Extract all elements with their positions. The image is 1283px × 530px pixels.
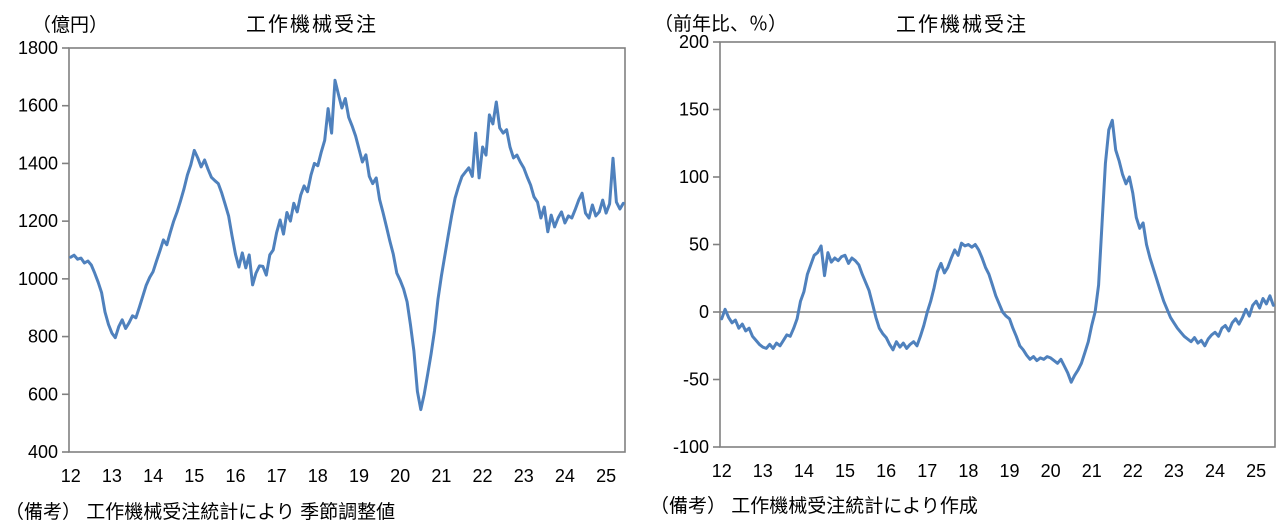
y-tick-label: 1000 xyxy=(18,269,58,289)
y-tick-label: 150 xyxy=(679,100,709,120)
data-line xyxy=(720,118,1275,384)
x-tick-label: 17 xyxy=(917,461,937,481)
x-tick-label: 20 xyxy=(390,466,410,486)
data-line xyxy=(69,78,625,412)
x-tick-label: 16 xyxy=(225,466,245,486)
y-tick-label: 1800 xyxy=(18,38,58,58)
plot-border xyxy=(68,47,626,453)
y-tick-label: 100 xyxy=(679,167,709,187)
right-chart-unit-label: （前年比、％） xyxy=(654,14,788,35)
left-chart-note: （備考） 工作機械受注統計により 季節調整値 xyxy=(5,502,396,523)
left-chart-unit-label: （億円） xyxy=(32,15,109,36)
right-chart-title: 工作機械受注 xyxy=(896,14,1028,36)
y-tick-label: 1400 xyxy=(18,153,58,173)
x-tick-label: 16 xyxy=(876,461,896,481)
y-tick-label: 200 xyxy=(679,32,709,52)
x-tick-label: 14 xyxy=(143,466,163,486)
right-chart-note: （備考） 工作機械受注統計により作成 xyxy=(650,496,978,517)
x-tick-label: 22 xyxy=(1123,461,1143,481)
x-tick-label: 12 xyxy=(61,466,81,486)
y-tick-label: 400 xyxy=(28,442,58,462)
x-tick-label: 19 xyxy=(349,466,369,486)
y-tick-label: 50 xyxy=(689,235,709,255)
left-chart-title: 工作機械受注 xyxy=(246,14,378,36)
x-tick-label: 25 xyxy=(1246,461,1266,481)
right-chart-panel: 200 150 100 50 0 -50 -100 12 13 14 15 16 17 18 19 20 21 2… xyxy=(642,0,1283,530)
x-tick-label: 25 xyxy=(596,466,616,486)
y-tick-label: 800 xyxy=(28,327,58,347)
x-tick-label: 18 xyxy=(958,461,978,481)
plot-border xyxy=(719,41,1276,448)
x-tick-label: 13 xyxy=(753,461,773,481)
left-chart-panel: 1800 1600 1400 1200 1000 800 600 400 12 13 14 15 16 1… xyxy=(5,14,626,523)
x-tick-label: 24 xyxy=(555,466,575,486)
x-tick-label: 24 xyxy=(1205,461,1225,481)
x-tick-label: 17 xyxy=(267,466,287,486)
y-tick-label: 1200 xyxy=(18,211,58,231)
y-tick-label: -50 xyxy=(683,370,709,390)
y-tick-label: 600 xyxy=(28,384,58,404)
x-tick-label: 23 xyxy=(514,466,534,486)
x-tick-label: 19 xyxy=(999,461,1019,481)
x-tick-label: 21 xyxy=(431,466,451,486)
x-tick-label: 15 xyxy=(184,466,204,486)
x-tick-label: 20 xyxy=(1041,461,1061,481)
x-tick-label: 18 xyxy=(308,466,328,486)
x-tick-label: 21 xyxy=(1082,461,1102,481)
y-tick-label: 1600 xyxy=(18,96,58,116)
x-tick-label: 22 xyxy=(473,466,493,486)
x-tick-label: 14 xyxy=(794,461,814,481)
x-tick-label: 23 xyxy=(1164,461,1184,481)
x-tick-label: 15 xyxy=(835,461,855,481)
x-tick-label: 12 xyxy=(712,461,732,481)
x-tick-label: 13 xyxy=(102,466,122,486)
y-tick-label: 0 xyxy=(699,302,709,322)
y-tick-label: -100 xyxy=(673,437,709,457)
